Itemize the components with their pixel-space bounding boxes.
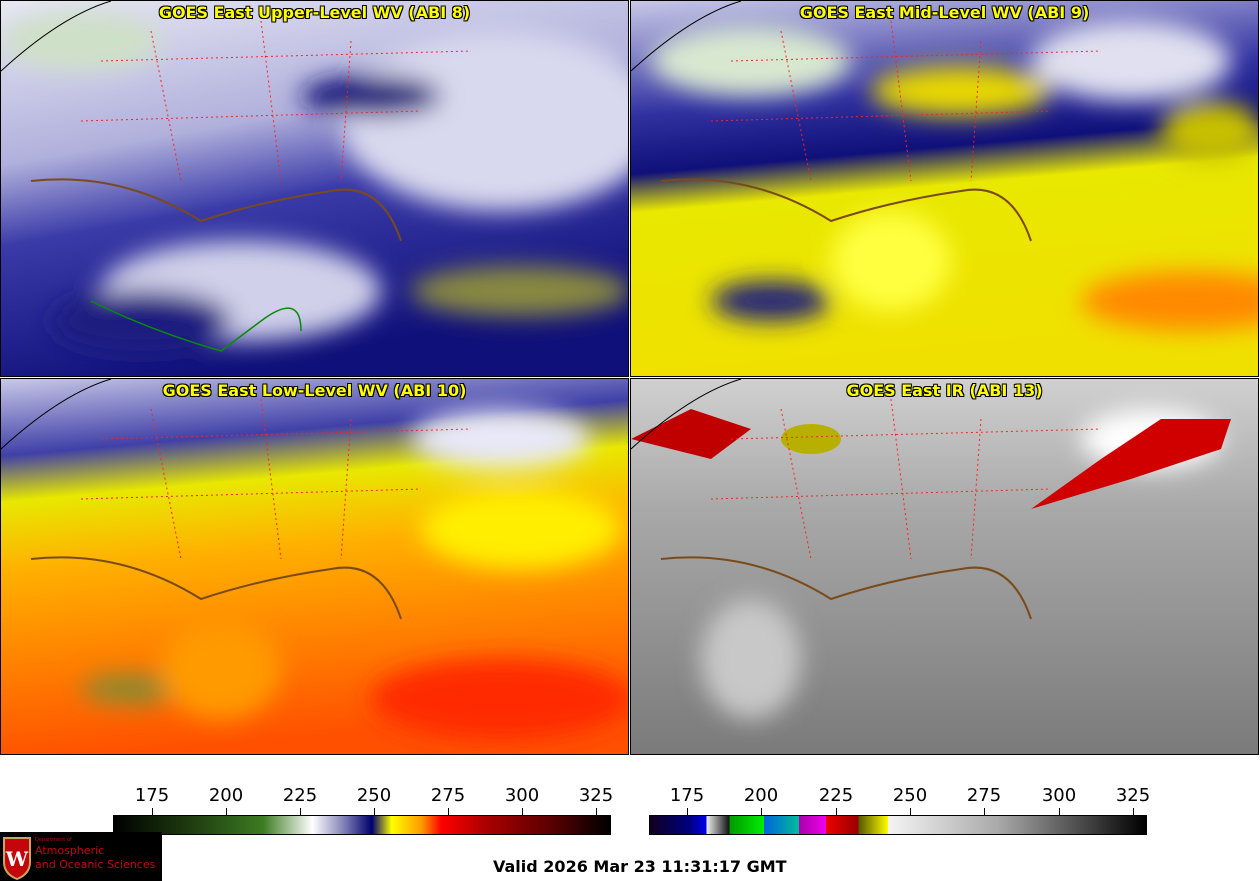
tick-label: 275 (966, 785, 1002, 806)
tick-label: 250 (892, 785, 928, 806)
satellite-image (1, 1, 628, 376)
tick (152, 808, 153, 815)
tick-label: 300 (504, 785, 540, 806)
satellite-image (1, 379, 628, 754)
tick-label: 175 (669, 785, 705, 806)
tick (300, 808, 301, 815)
tick (687, 808, 688, 815)
tick-label: 200 (743, 785, 779, 806)
panel-ir: GOES East IR (ABI 13) (630, 378, 1259, 755)
satellite-image (631, 379, 1258, 754)
logo-line2: Atmospheric (35, 844, 105, 857)
tick (226, 808, 227, 815)
uw-crest-icon: W (3, 837, 31, 881)
tick-label: 225 (282, 785, 318, 806)
tick (522, 808, 523, 815)
tick (910, 808, 911, 815)
tick (1059, 808, 1060, 815)
tick (448, 808, 449, 815)
tick-label: 225 (818, 785, 854, 806)
tick-label: 325 (1115, 785, 1151, 806)
panel-low-level-wv: GOES East Low-Level WV (ABI 10) (0, 378, 629, 755)
tick-label: 200 (208, 785, 244, 806)
tick (1133, 808, 1134, 815)
panel-title: GOES East IR (ABI 13) (846, 381, 1043, 400)
satellite-image (631, 1, 1258, 376)
tick (374, 808, 375, 815)
panel-title: GOES East Low-Level WV (ABI 10) (162, 381, 467, 400)
tick-label: 300 (1041, 785, 1077, 806)
panel-title: GOES East Upper-Level WV (ABI 8) (158, 3, 471, 22)
panel-mid-level-wv: GOES East Mid-Level WV (ABI 9) (630, 0, 1259, 377)
colorbar-wv (113, 815, 611, 835)
tick (836, 808, 837, 815)
panel-upper-level-wv: GOES East Upper-Level WV (ABI 8) (0, 0, 629, 377)
tick (984, 808, 985, 815)
tick-label: 250 (356, 785, 392, 806)
panel-title: GOES East Mid-Level WV (ABI 9) (799, 3, 1090, 22)
tick (596, 808, 597, 815)
logo-line3: and Oceanic Sciences (35, 858, 156, 871)
colorbar-ir (649, 815, 1147, 835)
aos-logo: W Department of Atmospheric and Oceanic … (0, 832, 162, 881)
tick-label: 275 (430, 785, 466, 806)
svg-text:W: W (5, 847, 29, 871)
tick-label: 325 (578, 785, 614, 806)
tick-label: 175 (134, 785, 170, 806)
valid-time: Valid 2026 Mar 23 11:31:17 GMT (493, 857, 787, 876)
tick (761, 808, 762, 815)
logo-line1: Department of (35, 837, 72, 843)
